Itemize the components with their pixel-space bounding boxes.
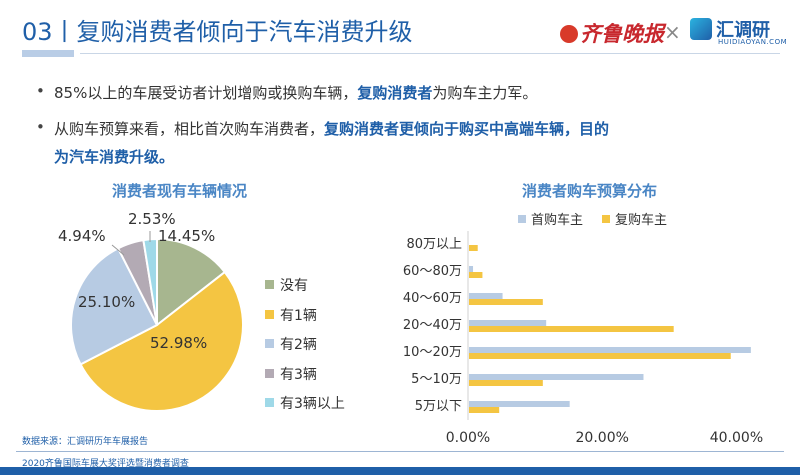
bullet-budget-cont: 为汽车消费升级。 xyxy=(54,146,174,167)
qilu-logo-icon xyxy=(560,25,578,43)
bar-repeat-buyer xyxy=(469,353,731,359)
bar-repeat-buyer xyxy=(469,326,674,332)
legend-item-one: 有1辆 xyxy=(265,305,317,325)
bar-first-buyer xyxy=(469,266,474,272)
bullet-budget: 从购车预算来看，相比首次购车消费者，复购消费者更倾向于购买中高端车辆，目的 xyxy=(36,118,610,139)
legend-swatch xyxy=(265,398,274,407)
legend-item-three: 有3辆 xyxy=(265,364,317,384)
bar-legend-label: 复购车主 xyxy=(615,212,667,228)
bar-category-label: 20～40万 xyxy=(403,318,462,333)
bullet-text: 从购车预算来看，相比首次购车消费者， xyxy=(54,120,325,138)
bar-category-label: 40～60万 xyxy=(403,291,462,306)
qilu-evening-news-logo: 齐鲁晚报 xyxy=(560,18,664,48)
legend-swatch xyxy=(265,369,274,378)
bar-legend-label: 首购车主 xyxy=(531,212,583,228)
bar-x-tick-label: 40.00% xyxy=(710,430,763,446)
bar-first-buyer xyxy=(469,293,503,299)
pie-label-two: 25.10% xyxy=(78,293,136,311)
legend-item-none: 没有 xyxy=(265,275,308,295)
pie-label-none: 14.45% xyxy=(158,227,216,245)
pie-slice-two xyxy=(70,246,159,366)
pie-chart-title: 消费者现有车辆情况 xyxy=(112,182,248,200)
bar-legend-swatch xyxy=(518,215,526,223)
bullet-highlight: 复购消费者更倾向于购买中高端车辆，目的 xyxy=(324,120,610,138)
data-source-note: 数据来源：汇调研历年车展报告 xyxy=(22,437,149,447)
bar-x-tick-label: 0.00% xyxy=(446,430,490,446)
qilu-logo-text: 齐鲁晚报 xyxy=(580,21,664,46)
bar-repeat-buyer xyxy=(469,407,500,413)
bar-category-label: 5～10万 xyxy=(411,372,462,387)
pie-chart xyxy=(70,231,244,412)
bar-chart-title: 消费者购车预算分布 xyxy=(522,182,658,200)
legend-item-threeplus: 有3辆以上 xyxy=(265,393,345,413)
legend-swatch xyxy=(265,280,274,289)
bullet-text: 为购车主力军。 xyxy=(432,84,538,102)
pie-slice-one xyxy=(79,270,244,412)
bar-first-buyer xyxy=(469,320,547,326)
pie-leader-line xyxy=(111,244,125,256)
bar-repeat-buyer xyxy=(469,380,543,386)
pie-label-one: 52.98% xyxy=(150,334,208,352)
bar-repeat-buyer xyxy=(469,272,483,278)
survey-name: 2020齐鲁国际车展大奖评选暨消费者调查 xyxy=(22,459,189,469)
bar-first-buyer xyxy=(469,401,570,407)
page-title: 03丨复购消费者倾向于汽车消费升级 xyxy=(22,18,413,46)
huidiaoyan-logo-icon xyxy=(690,18,712,40)
title-accent-bar xyxy=(22,50,74,57)
bullet-highlight: 为汽车消费升级。 xyxy=(54,148,175,166)
bar-repeat-buyer xyxy=(469,299,543,305)
pie-label-three: 4.94% xyxy=(58,227,106,245)
title-divider xyxy=(80,53,780,54)
bar-category-label: 5万以下 xyxy=(415,399,462,414)
logo-separator: × xyxy=(664,20,681,44)
bar-x-tick-label: 20.00% xyxy=(576,430,629,446)
huidiaoyan-logo-text: 汇调研 xyxy=(716,20,770,41)
footer-divider xyxy=(16,451,784,452)
bar-category-label: 80万以上 xyxy=(406,237,462,252)
legend-swatch xyxy=(265,310,274,319)
bar-category-label: 60～80万 xyxy=(403,264,462,279)
legend-item-two: 有2辆 xyxy=(265,334,317,354)
bullet-repeat-buyers: 85%以上的车展受访者计划增购或换购车辆，复购消费者为购车主力军。 xyxy=(36,82,538,103)
footer-bar xyxy=(0,467,800,475)
bar-first-buyer xyxy=(469,347,751,353)
bullet-text: 85%以上的车展受访者计划增购或换购车辆， xyxy=(54,84,358,102)
legend-swatch xyxy=(265,339,274,348)
bar-repeat-buyer xyxy=(469,245,478,251)
bar-category-label: 10～20万 xyxy=(403,345,462,360)
bar-legend-swatch xyxy=(602,215,610,223)
bar-first-buyer xyxy=(469,374,644,380)
pie-label-threeplus: 2.53% xyxy=(128,210,176,228)
huidiaoyan-logo-subtext: HUIDIAOYAN.COM xyxy=(718,38,788,46)
bullet-highlight: 复购消费者 xyxy=(357,84,433,102)
pie-slice-none xyxy=(156,237,227,328)
bar-chart: 首购车主 复购车主 80万以上 60～80万 40～60万 20～40万 10～20万 5～1… xyxy=(403,212,763,446)
